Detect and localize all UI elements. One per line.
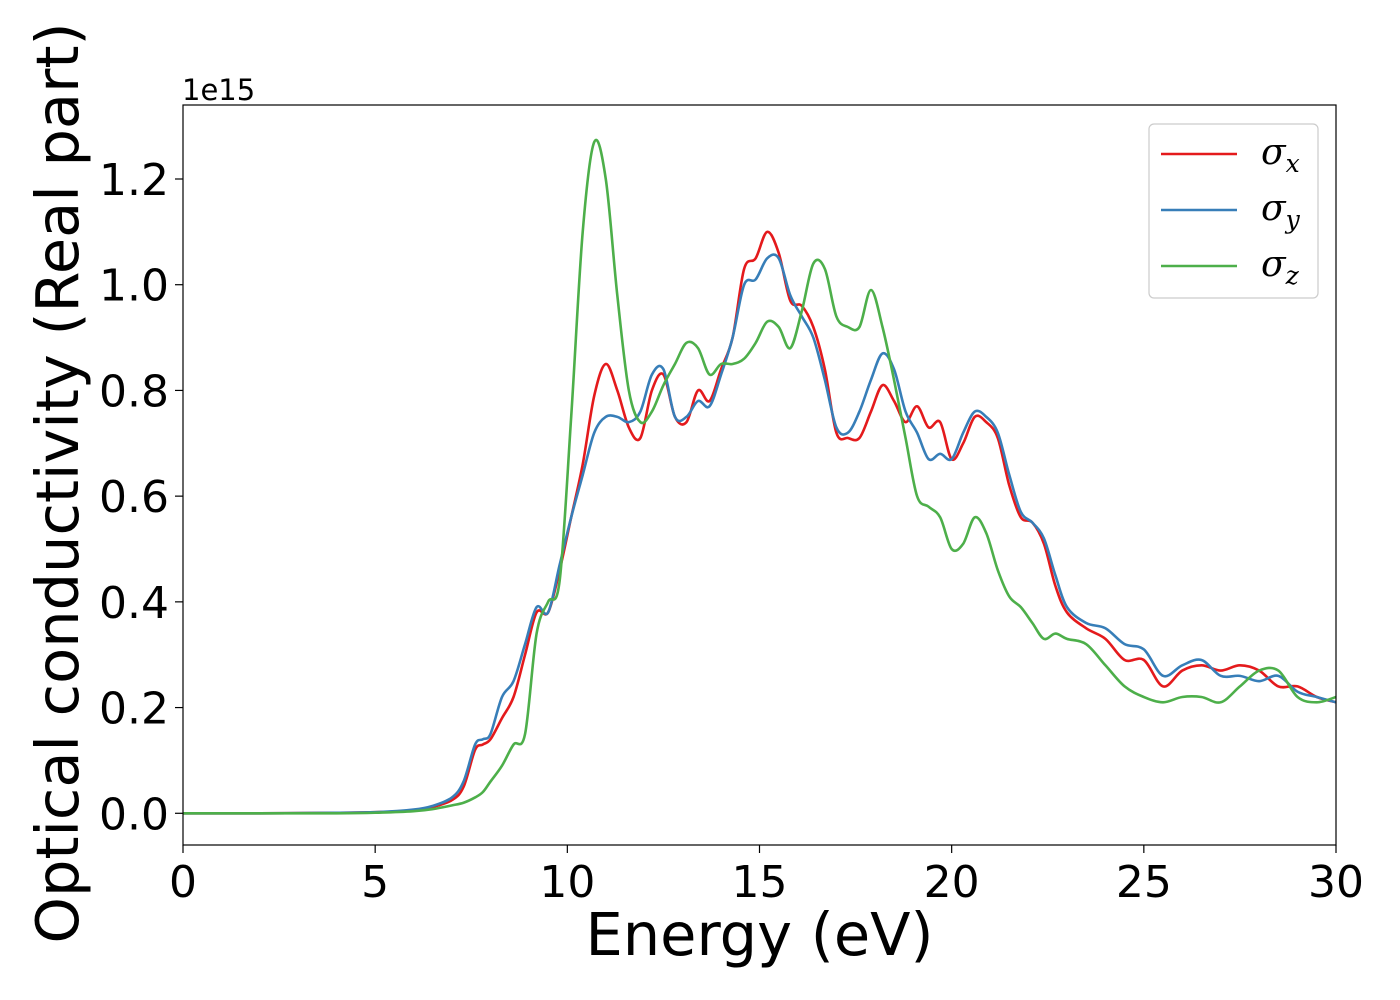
legend: σx σy σz xyxy=(1148,123,1319,299)
x-tick-label: 30 xyxy=(1308,857,1364,908)
x-tick-label: 20 xyxy=(924,857,980,908)
series-line-y xyxy=(183,253,1336,815)
y-tick-label: 0.4 xyxy=(99,578,169,629)
x-tick-label: 15 xyxy=(732,857,788,908)
x-axis-ticks: 0 5 10 15 20 25 30 xyxy=(169,845,1364,908)
x-tick-label: 10 xyxy=(539,857,595,908)
x-tick-label: 5 xyxy=(361,857,389,908)
y-tick-label: 0.2 xyxy=(99,684,169,735)
series-line-z xyxy=(183,138,1336,815)
legend-label-y: σy xyxy=(1261,188,1301,234)
x-axis-title: Energy (eV) xyxy=(585,900,933,969)
y-tick-label: 1.2 xyxy=(99,155,169,206)
y-tick-label: 0.6 xyxy=(99,472,169,523)
y-offset-label: 1e15 xyxy=(182,73,255,107)
legend-label-z: σz xyxy=(1261,244,1300,290)
x-tick-label: 25 xyxy=(1116,857,1172,908)
series-line-x xyxy=(183,230,1336,815)
y-tick-label: 1.0 xyxy=(99,261,169,312)
x-tick-label: 0 xyxy=(169,857,197,908)
y-axis-title: Optical conductivity (Real part) xyxy=(23,23,92,944)
y-tick-label: 0.0 xyxy=(99,789,169,840)
y-axis-ticks: 0.0 0.2 0.4 0.6 0.8 1.0 1.2 xyxy=(99,155,183,840)
legend-label-x: σx xyxy=(1261,132,1300,178)
y-tick-label: 0.8 xyxy=(99,366,169,417)
series-layer xyxy=(183,138,1336,815)
